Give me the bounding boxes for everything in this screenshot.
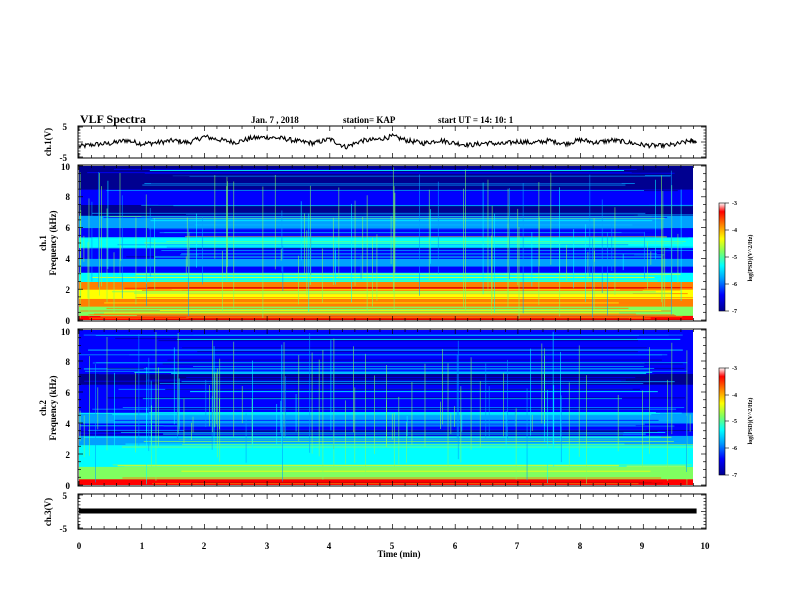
ch2-cbtick-m3: -3 [732, 366, 737, 372]
spec2-ytick-8: 8 [66, 357, 71, 367]
ch2-freq-label: Frequency (kHz) [48, 375, 58, 440]
ch1-spectrogram [79, 166, 693, 320]
spec2-ytick-6: 6 [66, 388, 71, 398]
ch1-cbtick-m3: -3 [732, 201, 737, 207]
ch1-ylabel: ch.1(V) [43, 128, 53, 156]
xtick-8: 8 [578, 541, 583, 551]
ch1-cbtick-m7: -7 [732, 309, 737, 315]
ch2-colorbar-label: log(PSD)(V^2/Hz) [747, 398, 754, 445]
ch1-waveform-line [78, 132, 698, 150]
ch3-ytick-top: 5 [63, 491, 68, 501]
ch1-colorbar-label: log(PSD)(V^2/Hz) [747, 235, 754, 282]
xtick-5: 5 [390, 541, 395, 551]
spec1-ytick-10: 10 [61, 162, 71, 172]
spec1-ytick-0: 0 [66, 316, 71, 326]
ch1-waveform-frame [77, 125, 707, 159]
ch1-freq-label: Frequency (kHz) [48, 210, 58, 275]
x-axis-label: Time (min) [377, 549, 420, 559]
ch1-channel-label: ch.1 [38, 235, 48, 251]
ch1-cbtick-m6: -6 [732, 282, 737, 288]
spec1-ytick-4: 4 [66, 254, 71, 264]
ch2-cbtick-m4: -4 [732, 393, 737, 399]
axis-ticks [78, 126, 707, 529]
spec1-ytick-8: 8 [66, 192, 71, 202]
ch1-colorbar-ticks [725, 202, 729, 312]
ch1-ytick-bottom: -5 [60, 153, 68, 163]
ch1-ytick-top: 5 [63, 122, 68, 132]
ch2-cbtick-m6: -6 [732, 446, 737, 452]
ch1-cbtick-m5: -5 [732, 255, 737, 261]
ch2-spectrogram [79, 330, 693, 485]
spec1-ytick-2: 2 [66, 285, 71, 295]
xtick-7: 7 [515, 541, 520, 551]
chart-title: VLF Spectra [80, 112, 146, 126]
xtick-1: 1 [140, 541, 145, 551]
spec1-ytick-6: 6 [66, 223, 71, 233]
ch1-cbtick-m4: -4 [732, 228, 737, 234]
ch2-cbtick-m5: -5 [732, 419, 737, 425]
xtick-0: 0 [77, 541, 82, 551]
start-time-label: start UT = 14: 10: 1 [438, 115, 514, 125]
ch2-colorbar [718, 367, 726, 476]
spec2-ytick-2: 2 [66, 450, 71, 460]
xtick-3: 3 [265, 541, 270, 551]
xtick-9: 9 [640, 541, 645, 551]
xtick-4: 4 [327, 541, 332, 551]
station-label: station= KAP [343, 115, 396, 125]
ch1-colorbar [718, 202, 726, 312]
ch3-ytick-bottom: -5 [60, 524, 68, 534]
ch2-cbtick-m7: -7 [732, 473, 737, 479]
ch3-ylabel: ch.3(V) [43, 498, 53, 526]
ch2-colorbar-ticks [725, 367, 729, 476]
xtick-2: 2 [202, 541, 207, 551]
date-label: Jan. 7 , 2018 [251, 115, 299, 125]
spec2-ytick-10: 10 [61, 327, 71, 337]
spec2-ytick-4: 4 [66, 419, 71, 429]
xtick-10: 10 [701, 541, 711, 551]
ch2-channel-label: ch.2 [38, 400, 48, 416]
xtick-6: 6 [453, 541, 458, 551]
spec2-ytick-0: 0 [66, 481, 71, 491]
